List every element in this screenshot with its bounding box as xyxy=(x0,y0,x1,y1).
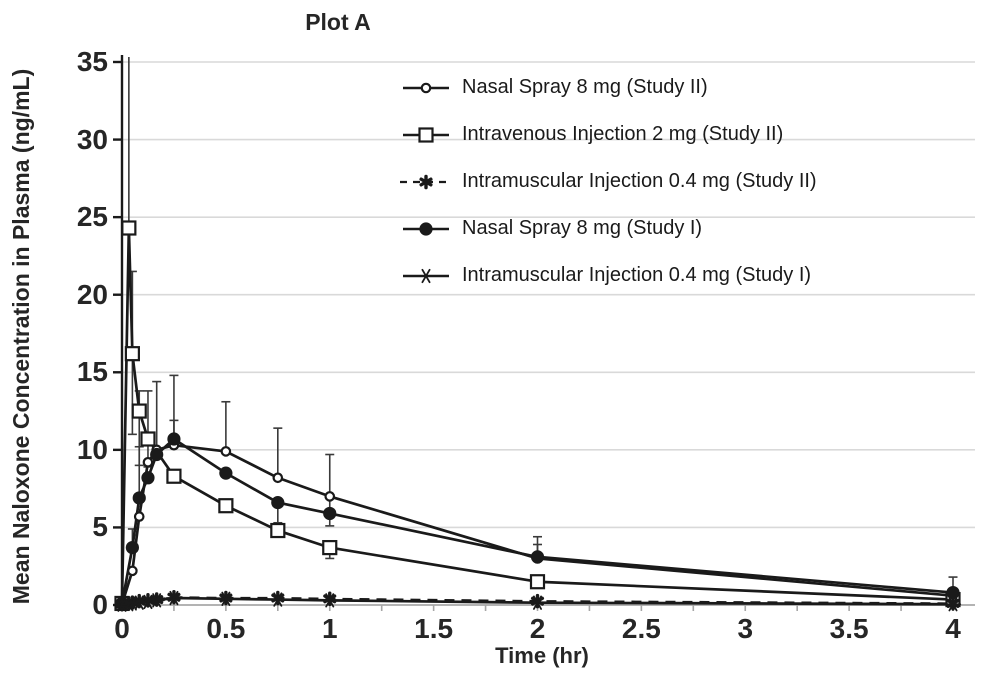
open-circle-marker-icon xyxy=(403,82,449,93)
x-axis-title-text: Time (hr) xyxy=(495,643,589,668)
series-markers-4 xyxy=(113,590,962,612)
gridlines xyxy=(122,61,975,529)
x-tick-label: 3.5 xyxy=(829,613,869,644)
y-tick-label: 0 xyxy=(92,589,108,620)
y-tick-label: 15 xyxy=(76,356,108,388)
legend-item-im-injection-04mg-study1: Intramuscular Injection 0.4 mg (Study I) xyxy=(398,252,817,299)
y-tick-label: 5 xyxy=(92,511,108,543)
legend: Nasal Spray 8 mg (Study II) Intravenous … xyxy=(398,64,817,299)
y-tick-label: 35 xyxy=(76,46,108,77)
legend-label: Intramuscular Injection 0.4 mg (Study II… xyxy=(462,170,817,192)
y-tick-label: 10 xyxy=(76,433,108,465)
asterisk-marker-icon xyxy=(403,268,449,283)
chart-title-text: Plot A xyxy=(305,8,371,35)
legend-item-iv-injection-2mg-study2: Intravenous Injection 2 mg (Study II) xyxy=(398,111,817,158)
x-tick-label: 1 xyxy=(321,613,338,644)
legend-label: Nasal Spray 8 mg (Study II) xyxy=(462,76,708,98)
filled-circle-marker-icon xyxy=(403,221,449,236)
bold-asterisk-marker-icon xyxy=(400,174,452,189)
legend-label: Nasal Spray 8 mg (Study I) xyxy=(462,217,703,239)
legend-label: Intravenous Injection 2 mg (Study II) xyxy=(462,123,784,145)
y-tick-label: 30 xyxy=(76,123,108,155)
legend-item-nasal-spray-8mg-study1: Nasal Spray 8 mg (Study I) xyxy=(398,205,817,252)
y-tick-label: 25 xyxy=(76,201,108,233)
x-tick-label: 0 xyxy=(114,613,130,644)
x-tick-label: 0.5 xyxy=(206,613,246,644)
x-tick-label: 4 xyxy=(945,613,961,644)
y-tick-label: 20 xyxy=(76,278,108,310)
x-tick-label: 2.5 xyxy=(621,613,661,644)
x-tick-label: 1.5 xyxy=(414,613,454,644)
open-square-marker-icon xyxy=(403,126,449,143)
legend-item-nasal-spray-8mg-study2: Nasal Spray 8 mg (Study II) xyxy=(398,64,817,111)
legend-label: Intramuscular Injection 0.4 mg (Study I) xyxy=(462,264,812,286)
x-tick-label: 3 xyxy=(737,613,754,644)
legend-item-im-injection-04mg-study2: Intramuscular Injection 0.4 mg (Study II… xyxy=(398,158,817,205)
x-tick-label: 2 xyxy=(529,613,546,644)
